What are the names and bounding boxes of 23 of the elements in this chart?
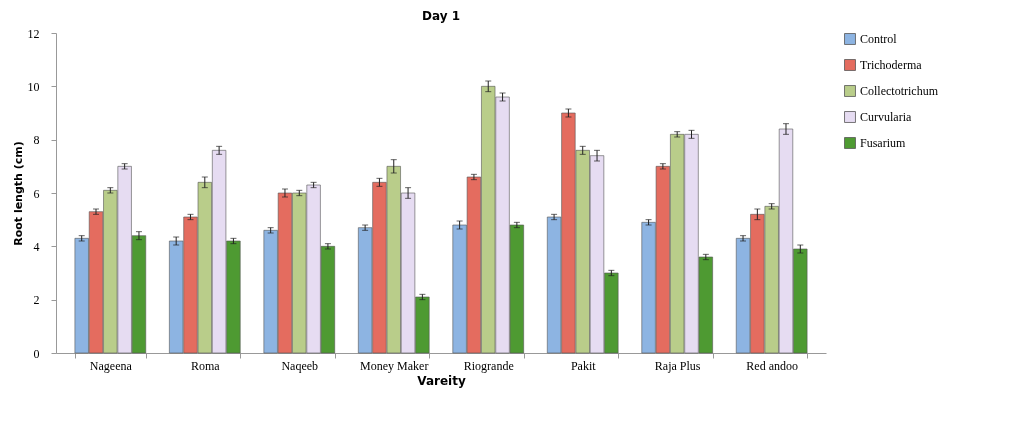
y-tick-label: 12 — [27, 26, 40, 41]
y-tick-label: 10 — [27, 79, 40, 94]
legend-label: Trichoderma — [860, 58, 923, 72]
y-tick-label: 4 — [33, 239, 40, 254]
chart-title: Day 1 — [421, 9, 461, 23]
y-tick-label: 6 — [33, 186, 40, 201]
x-tick-label: Money Maker — [360, 358, 429, 373]
x-tick-label: Roma — [190, 358, 221, 373]
x-tick-label: Red andoo — [746, 358, 798, 373]
y-axis-title: Root length (cm) — [11, 141, 25, 246]
x-axis-title: Vareity — [417, 373, 466, 388]
y-tick-label: 0 — [33, 346, 40, 361]
legend-label: Fusarium — [860, 136, 906, 150]
x-tick-label: Riogrande — [463, 358, 514, 373]
y-tick-label: 8 — [33, 133, 40, 148]
x-tick-label: Nageena — [89, 358, 133, 373]
x-tick-label: Pakit — [570, 358, 597, 373]
legend-label: Collectotrichum — [860, 84, 939, 98]
x-tick-label: Naqeeb — [281, 358, 319, 373]
x-tick-label: Raja Plus — [654, 358, 701, 373]
y-tick-label: 2 — [33, 293, 40, 308]
legend-label: Curvularia — [860, 110, 912, 124]
legend-label: Control — [860, 32, 898, 46]
